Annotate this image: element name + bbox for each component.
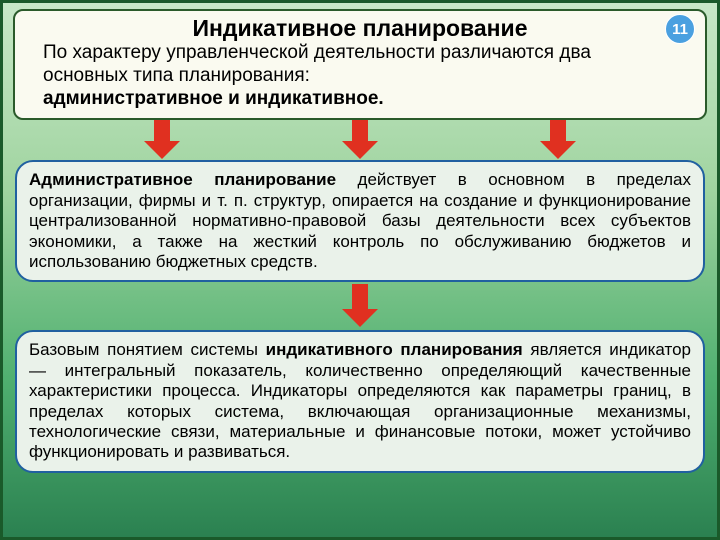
intro-plain: По характеру управленческой деятельности… [43,42,591,86]
box-indicative: Базовым понятием системы индикативного п… [15,330,705,472]
arrows-row-top [3,120,717,158]
intro-text: По характеру управленческой деятельности… [29,42,691,116]
box2-pre: Базовым понятием системы [29,340,266,359]
slide-number-badge: 11 [665,14,695,44]
intro-bold: административное и индикативное. [43,88,384,109]
arrow-down-icon [340,120,380,158]
box2-bold: индикативного планирования [266,340,523,359]
page-title: Индикативное планирование [29,15,691,42]
arrow-down-icon [340,284,380,328]
arrow-down-icon [538,120,578,158]
arrow-down-icon [142,120,182,158]
box-administrative: Административное планирование действует … [15,160,705,282]
title-container: Индикативное планирование 11 По характер… [13,9,707,120]
arrow-row-middle [3,284,717,328]
box1-bold: Административное планирование [29,170,336,189]
